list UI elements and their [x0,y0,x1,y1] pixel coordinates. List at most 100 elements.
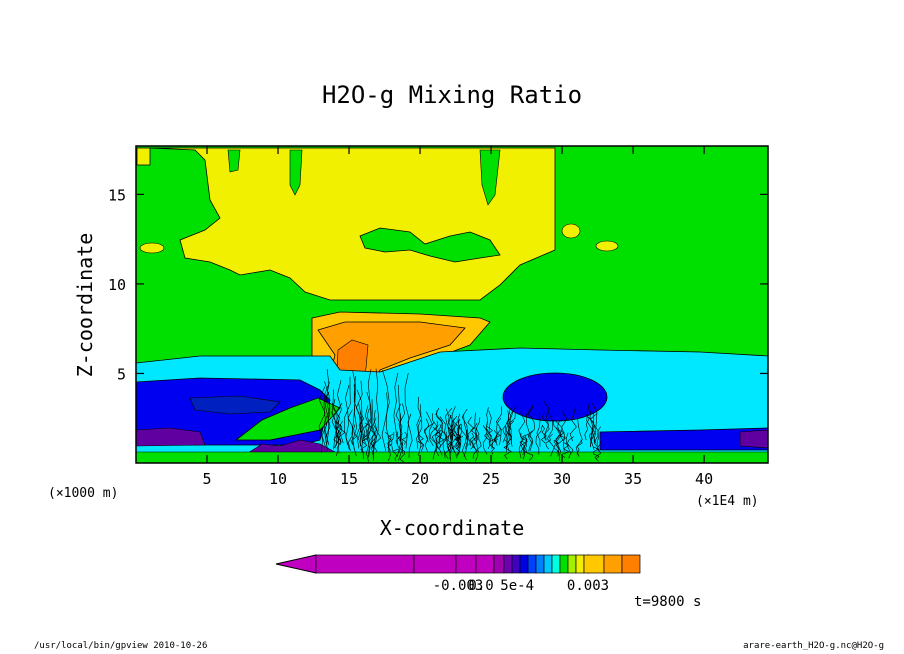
colorbar-segment [503,554,513,574]
contour-line [344,376,351,445]
contour-line [457,413,463,443]
contour-line [482,425,488,455]
contour-line [339,420,344,444]
field-blue-layer-right [599,427,768,451]
contour-line [352,384,357,457]
contour-line [323,381,331,451]
contour-line [423,418,430,452]
contour-line [355,380,363,449]
contour-line [417,419,425,452]
contour-line [584,413,590,441]
colorbar-tick-label: 5e-4 [500,578,534,594]
contour-line [505,417,512,452]
contour-line [590,403,598,450]
contour-line [332,398,341,446]
contour-line [334,380,342,454]
contour-line [493,430,501,444]
contour-line [453,422,461,441]
contour-line [461,408,469,450]
plot-frame [135,145,769,464]
contour-line [363,422,372,442]
contour-line [386,392,390,453]
y-tick-label: 5 [117,365,126,383]
contour-line [381,370,390,452]
x-tick-label: 20 [411,470,429,488]
colorbar-segment [475,554,495,574]
contour-line [527,406,535,444]
contour-line [445,407,453,449]
contour-line [395,403,403,461]
time-label: t=9800 s [634,594,702,610]
contour-line [524,447,534,461]
field-yellow-patch-2 [561,223,581,239]
contour-line [371,399,376,461]
colorbar-segment [575,554,585,574]
contour-line [336,402,343,442]
contour-line [471,437,478,459]
field-green-intrusion-3 [479,149,501,206]
contour-line [576,439,583,457]
contour-line [435,420,440,443]
contour-line [417,432,425,448]
contour-line [545,433,553,450]
contour-line [393,372,399,445]
contour-line [435,424,445,451]
contour-line [356,389,363,447]
x-tick-label: 5 [202,470,211,488]
field-blue-blob [502,372,608,422]
field-purple-band [136,427,206,447]
x-tick-label: 40 [695,470,713,488]
contour-line [536,413,541,447]
field-yellow-left-strip [136,147,151,166]
field-navy-band [189,395,281,415]
colorbar-segment [567,554,577,574]
contour-line [488,438,496,455]
field-purple-band-right [739,429,768,449]
contour-line [367,369,372,441]
contour-line [506,411,514,441]
x-axis-label: X-coordinate [380,516,525,540]
contour-line [556,434,564,461]
contour-line [521,440,527,456]
contour-line [569,405,577,442]
colorbar-segment [455,554,477,574]
contour-line [364,405,370,458]
contour-line [575,415,583,456]
contour-line [396,384,402,457]
plot-area [136,146,768,463]
axis-ticks: 5 10 15 20 25 30 35 40 5 10 15 [108,146,768,488]
contour-line [333,435,341,456]
contour-line [566,436,575,454]
contour-line [454,436,460,450]
contour-line [523,434,527,460]
contour-line [558,427,567,441]
contour-line [455,432,462,447]
contour-line [360,433,369,454]
contour-line [553,439,559,454]
colorbar-segment [315,554,415,574]
contour-line [566,432,572,459]
contour-line [494,417,502,446]
colorbar-tick-label: 0.003 [567,578,609,594]
contour-line [556,420,562,456]
contour-line [503,439,512,460]
contour-line [456,423,462,449]
colorbar-segment [511,554,521,574]
contour-line [502,425,507,443]
contour-line [444,431,452,460]
contour-line [519,436,525,452]
contour-line [318,386,326,453]
contour-line [387,433,394,451]
y-axis-label: Z-coordinate [73,233,97,378]
field-yellow-patch-1 [139,242,165,254]
contour-line [362,408,370,444]
contour-line [446,408,451,453]
contour-line [542,412,550,441]
contour-line [416,396,423,449]
contour-line [518,412,526,459]
colorbar-segment [543,554,553,574]
contour-line [370,426,377,455]
contour-line [446,414,454,455]
contour-line [424,411,433,443]
